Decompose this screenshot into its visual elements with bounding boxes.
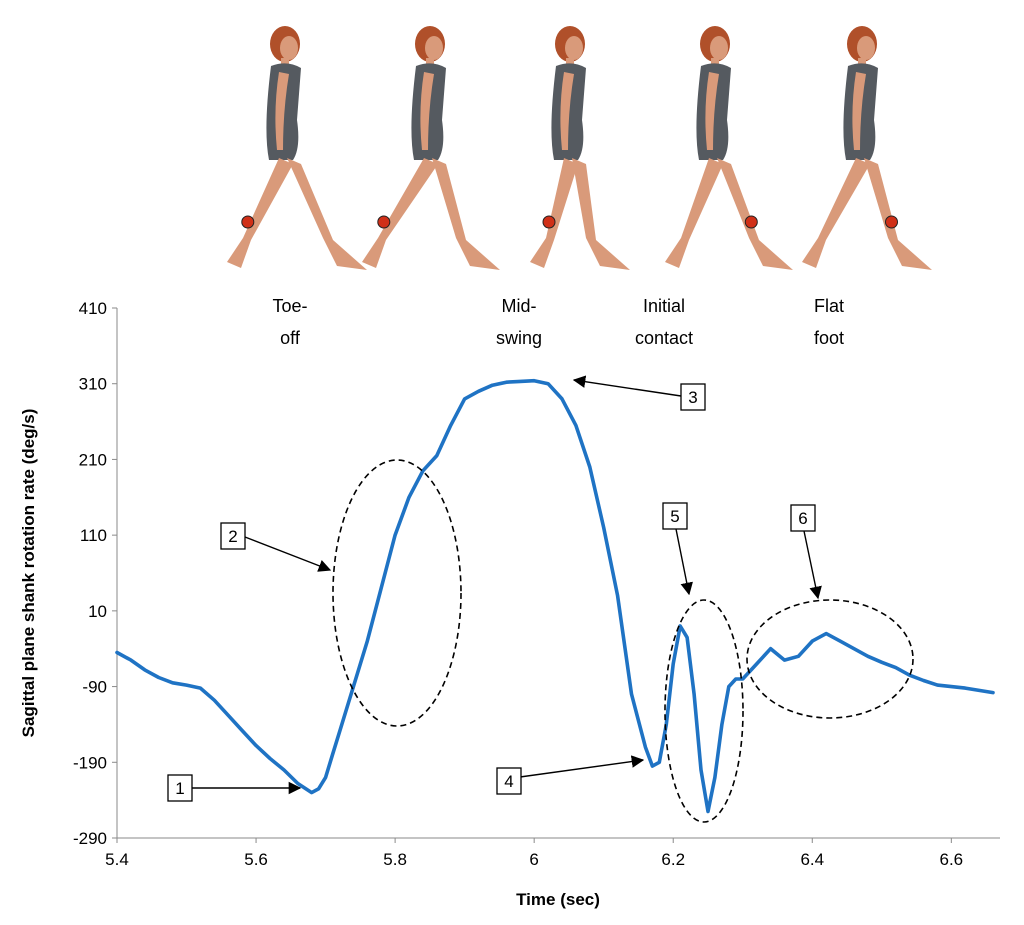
callout-number-2: 2 (228, 527, 237, 546)
x-tick-label: 5.8 (383, 850, 407, 869)
x-axis-title: Time (sec) (516, 890, 600, 909)
y-tick-label: -190 (73, 753, 107, 772)
phase-label-initial-contact-line1: Initial (643, 296, 685, 316)
walking-figure (802, 26, 932, 270)
callout-arrow-2 (244, 536, 332, 572)
y-tick-label: -90 (82, 678, 107, 697)
callout-box-6 (790, 504, 816, 532)
phase-label-flat-foot-line2: foot (814, 328, 844, 348)
callout-box-3 (680, 383, 706, 411)
series-line-shank-rotation-rate (115, 378, 995, 814)
callout-box-4 (496, 767, 522, 795)
walking-figures (227, 26, 932, 270)
callout-number-6: 6 (798, 509, 807, 528)
callout-number-1: 1 (175, 779, 184, 798)
y-tick-label: 110 (80, 526, 107, 545)
callout-arrow-6 (803, 530, 822, 600)
chart-axes: -290 -190 -90 10 110 210 310 410 5.4 5.6 5.8 6 6.2 6… (73, 299, 1000, 869)
callout-arrow-5 (675, 528, 693, 596)
walking-figure (530, 26, 630, 270)
x-tick-label: 5.4 (105, 850, 129, 869)
callout-arrow-3 (572, 375, 682, 397)
highlight-regions (332, 459, 914, 823)
callout-number-4: 4 (504, 772, 513, 791)
x-tick-label: 6.4 (800, 850, 824, 869)
walking-figure (227, 26, 367, 270)
y-axis-ticks: -290 -190 -90 10 110 210 310 410 (73, 299, 117, 848)
gait-phase-labels: Toe- off Mid- swing Initial contact Flat… (272, 296, 844, 348)
phase-label-flat-foot-line1: Flat (814, 296, 844, 316)
phase-label-mid-swing-line2: swing (496, 328, 542, 348)
callout-box-5 (662, 502, 688, 530)
callout-box-1 (167, 774, 193, 802)
x-tick-label: 6.6 (940, 850, 964, 869)
y-tick-label: 310 (79, 375, 107, 394)
y-axis-title: Sagittal plane shank rotation rate (deg/… (19, 409, 38, 738)
walking-figure (665, 26, 793, 270)
phase-label-initial-contact-line2: contact (635, 328, 693, 348)
x-tick-label: 6.2 (661, 850, 685, 869)
phase-label-toe-off-line1: Toe- (272, 296, 307, 316)
y-tick-label: 210 (79, 450, 107, 469)
y-tick-label: -290 (73, 829, 107, 848)
region-ellipse-5 (664, 599, 744, 823)
walking-figure (362, 26, 500, 270)
x-axis-ticks: 5.4 5.6 5.8 6 6.2 6.4 6.6 (105, 838, 963, 869)
callout-box-2 (220, 522, 246, 550)
x-tick-label: 5.6 (244, 850, 268, 869)
region-ellipse-6 (746, 599, 914, 719)
phase-label-mid-swing-line1: Mid- (502, 296, 537, 316)
callout-number-3: 3 (688, 388, 697, 407)
region-ellipse-2 (332, 459, 462, 727)
callout-number-5: 5 (670, 507, 679, 526)
phase-label-toe-off-line2: off (280, 328, 301, 348)
callouts: 1 2 3 4 5 6 (167, 375, 822, 802)
y-tick-label: 410 (79, 299, 107, 318)
callout-arrow-4 (519, 755, 645, 778)
x-tick-label: 6 (529, 850, 538, 869)
y-tick-label: 10 (88, 602, 107, 621)
